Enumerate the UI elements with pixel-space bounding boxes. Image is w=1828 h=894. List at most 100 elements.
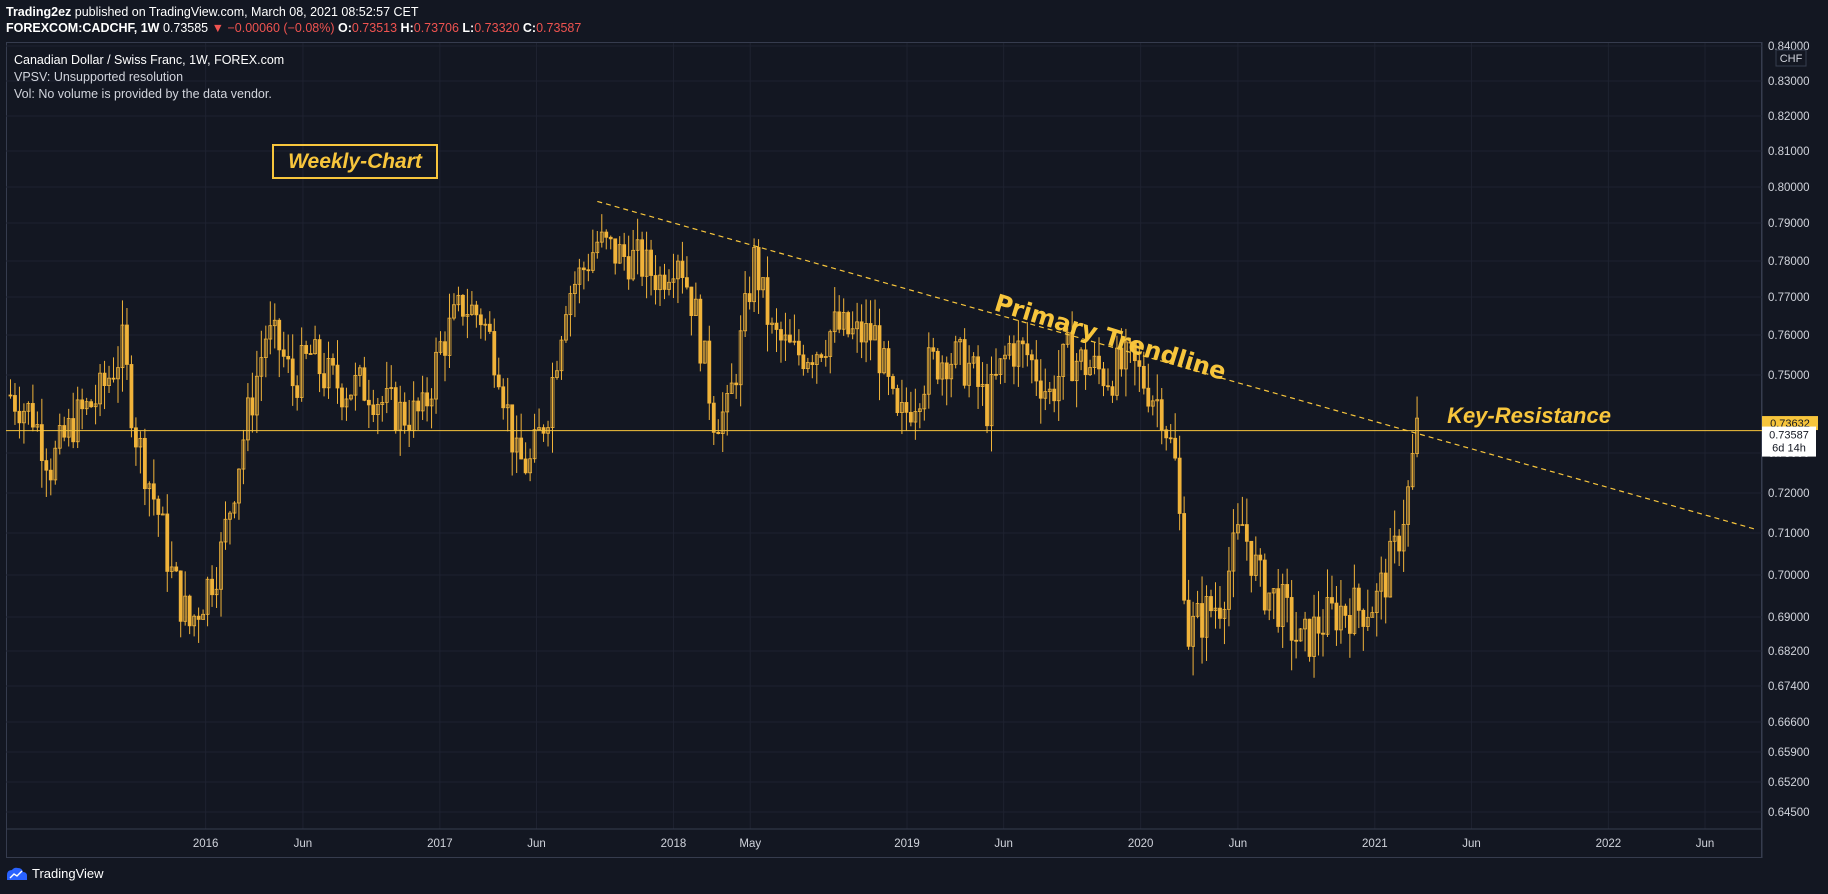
candle-body [608,236,613,240]
candle-body [577,267,582,285]
candle-body [994,373,998,376]
candle-body [635,239,640,251]
candle-body [1209,596,1213,612]
candle-body [22,410,26,424]
symbol-label: FOREXCOM:CADCHF, 1W [6,21,160,35]
candle-body [474,304,479,316]
candle-body [1007,343,1012,356]
candle-body [48,469,53,481]
candle-body [725,393,730,413]
ohlc-line: FOREXCOM:CADCHF, 1W 0.73585 ▼ −0.00060 (… [6,20,581,36]
candle-body [1249,540,1254,576]
candle-body [1056,376,1061,402]
candle-body [640,239,645,277]
candle-body [210,578,214,596]
candle-body [393,387,398,431]
last-price: 0.73585 [162,21,209,35]
candle-body [308,353,313,355]
candle-body [138,437,143,448]
candle-body [84,401,89,410]
candle-body [711,402,716,433]
candle-body [667,281,671,290]
candle-body [1298,628,1303,642]
candle-body [407,424,412,431]
candle-body [160,513,165,516]
candle-body [1003,354,1007,360]
candle-body [1374,590,1379,614]
published-text: published on TradingView.com, March 08, … [74,5,419,19]
candle-body [487,323,492,332]
y-tick-label: 0.78000 [1768,256,1810,268]
candle-body [940,362,945,380]
candle-body [178,570,183,622]
candle-body [658,274,662,291]
candle-body [779,329,783,341]
author-name[interactable]: Trading2ez [6,5,72,19]
candle-body [1289,597,1294,641]
candle-body [277,319,282,351]
candle-body [241,439,246,470]
x-tick-label: May [739,838,761,850]
candle-body [398,401,403,431]
candle-body [537,427,541,431]
legend-title[interactable]: Canadian Dollar / Swiss Franc, 1W, FOREX… [14,53,285,67]
x-tick-label: 2016 [193,838,219,850]
candle-body [528,458,533,474]
candle-body [1253,554,1258,576]
candle-body [998,358,1003,375]
candle-body [228,512,232,520]
x-tick-label: Jun [527,838,546,850]
candle-body [944,362,949,380]
candle-body [1137,360,1142,367]
candle-body [926,347,931,395]
candle-body [201,613,206,620]
candle-body [819,354,824,358]
candle-body [62,425,67,438]
candle-body [98,372,102,405]
candle-body [1119,347,1124,370]
legend-vol: Vol: No volume is provided by the data v… [14,87,272,101]
candle-body [1092,355,1097,368]
candle-body [1150,400,1155,407]
weekly-chart-label: Weekly-Chart [288,150,423,173]
candle-body [743,293,748,332]
candle-body [604,231,609,238]
candle-body [254,375,259,416]
candle-body [1146,387,1151,407]
candle-body [237,468,241,504]
candle-body [1101,368,1106,387]
candle-body [353,375,358,396]
candle-body [1061,343,1066,377]
candle-body [1115,347,1119,396]
candle-body [116,367,120,380]
candle-body [443,341,447,356]
candle-body [205,578,210,615]
candle-body [949,363,954,380]
candle-body [662,274,667,290]
footer-brand[interactable]: TradingView [32,866,104,881]
candle-body [631,249,636,280]
y-tick-label: 0.65200 [1768,777,1810,789]
publish-info: Trading2ez published on TradingView.com,… [6,4,581,20]
candle-body [684,277,689,288]
candle-body [931,347,936,352]
candle-body [501,386,506,409]
candle-body [8,394,13,397]
candle-body [478,314,483,326]
candle-body [169,566,174,572]
candle-body [805,362,810,370]
candle-body [1307,618,1312,657]
candle-body [783,334,788,341]
candle-body [698,298,703,364]
candle-body [129,364,134,429]
candle-body [841,312,846,330]
high-value: 0.73706 [413,21,459,35]
x-tick-label: 2019 [894,838,920,850]
candle-body [1065,331,1070,345]
candle-body [384,388,389,403]
candle-body [1038,380,1043,399]
candle-body [53,447,58,481]
candle-body [1164,429,1169,439]
candle-body [1204,596,1209,638]
